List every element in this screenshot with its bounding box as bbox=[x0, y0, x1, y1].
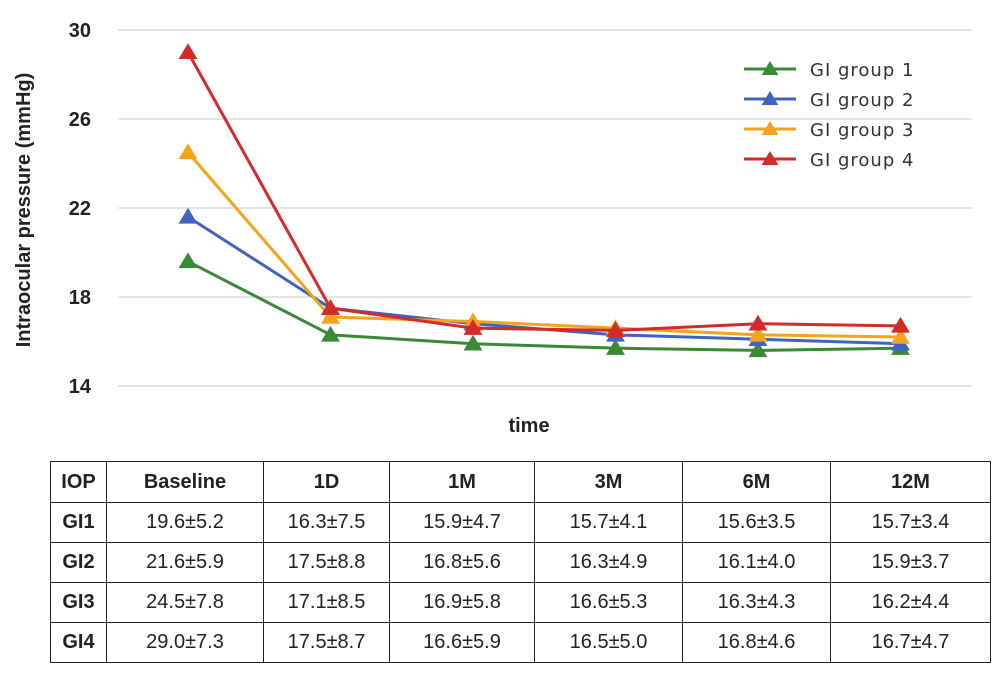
data-point-marker bbox=[178, 43, 198, 59]
data-point-marker bbox=[321, 299, 340, 315]
table-cell: 16.7±4.7 bbox=[830, 622, 991, 663]
header-cell: IOP bbox=[50, 461, 107, 503]
legend-item: GI group 1 bbox=[744, 60, 914, 81]
y-axis-ticks: 14 18 22 26 30 bbox=[69, 20, 92, 398]
line-chart: 14 18 22 26 30 Intraocular pressure (mmHg) t… bbox=[13, 20, 972, 437]
series-line bbox=[186, 151, 901, 339]
legend-item: GI group 2 bbox=[744, 90, 914, 111]
series-line bbox=[186, 51, 901, 332]
table-cell: 15.6±3.5 bbox=[682, 502, 831, 543]
table-cell: 16.6±5.9 bbox=[389, 622, 535, 663]
table-cell: 15.9±4.7 bbox=[389, 502, 535, 543]
x-axis-title: time bbox=[508, 415, 549, 437]
legend-marker bbox=[761, 91, 779, 105]
table-cell: 16.3±4.9 bbox=[534, 542, 683, 583]
y-tick-label: 26 bbox=[69, 109, 91, 131]
legend-marker bbox=[761, 61, 779, 75]
table-cell: 19.6±5.2 bbox=[106, 502, 264, 543]
data-point-marker bbox=[606, 339, 625, 355]
legend-label: GI group 3 bbox=[810, 120, 914, 141]
table-cell: 21.6±5.9 bbox=[106, 542, 264, 583]
table-cell: 16.3±7.5 bbox=[263, 502, 390, 543]
header-cell: 12M bbox=[830, 461, 991, 503]
data-point-marker bbox=[748, 341, 768, 358]
data-point-marker bbox=[321, 308, 340, 324]
table-row: GI3 24.5±7.8 17.1±8.5 16.9±5.8 16.6±5.3 … bbox=[50, 582, 991, 623]
table-cell: 16.6±5.3 bbox=[534, 582, 683, 623]
data-point-marker bbox=[178, 143, 198, 160]
legend-marker bbox=[761, 151, 779, 165]
legend: GI group 1 GI group 2 GI group 3 GI group 4 bbox=[744, 60, 914, 171]
data-point-marker bbox=[321, 325, 340, 342]
row-label: GI3 bbox=[50, 582, 107, 623]
table-cell: 15.9±3.7 bbox=[830, 542, 991, 583]
legend-item: GI group 4 bbox=[744, 150, 914, 171]
table-cell: 17.5±8.8 bbox=[263, 542, 390, 583]
table-cell: 15.7±4.1 bbox=[534, 502, 683, 543]
series-lines bbox=[178, 43, 910, 358]
header-cell: 3M bbox=[534, 461, 683, 503]
iop-data-table: IOP Baseline 1D 1M 3M 6M 12M GI1 19.6±5.… bbox=[50, 461, 991, 663]
series-line bbox=[187, 260, 901, 352]
data-point-marker bbox=[891, 328, 910, 344]
table-cell: 17.1±8.5 bbox=[263, 582, 390, 623]
legend-marker bbox=[761, 121, 779, 135]
header-cell: Baseline bbox=[106, 461, 264, 503]
table-cell: 16.8±5.6 bbox=[389, 542, 535, 583]
table-row: GI4 29.0±7.3 17.5±8.7 16.6±5.9 16.5±5.0 … bbox=[50, 622, 991, 663]
table-cell: 17.5±8.7 bbox=[263, 622, 390, 663]
row-label: GI4 bbox=[50, 622, 107, 663]
series-group bbox=[178, 43, 910, 338]
header-cell: 6M bbox=[682, 461, 831, 503]
table-row: GI1 19.6±5.2 16.3±7.5 15.9±4.7 15.7±4.1 … bbox=[50, 502, 991, 543]
table-cell: 16.9±5.8 bbox=[389, 582, 535, 623]
table-cell: 16.8±4.6 bbox=[682, 622, 831, 663]
legend-label: GI group 2 bbox=[810, 90, 914, 111]
data-point-marker bbox=[891, 316, 910, 333]
data-point-marker bbox=[463, 319, 483, 335]
legend-label: GI group 1 bbox=[810, 60, 914, 81]
y-tick-label: 22 bbox=[69, 198, 91, 220]
table-cell: 16.3±4.3 bbox=[682, 582, 831, 623]
legend-label: GI group 4 bbox=[810, 150, 914, 171]
table-cell: 16.1±4.0 bbox=[682, 542, 831, 583]
header-cell: 1M bbox=[389, 461, 535, 503]
table-cell: 16.5±5.0 bbox=[534, 622, 683, 663]
data-point-marker bbox=[606, 321, 625, 338]
row-label: GI2 bbox=[50, 542, 107, 583]
table-header-row: IOP Baseline 1D 1M 3M 6M 12M bbox=[50, 461, 991, 503]
y-tick-label: 14 bbox=[69, 376, 92, 398]
table-cell: 16.2±4.4 bbox=[830, 582, 991, 623]
gridlines bbox=[118, 29, 972, 387]
row-label: GI1 bbox=[50, 502, 107, 543]
table-row: GI2 21.6±5.9 17.5±8.8 16.8±5.6 16.3±4.9 … bbox=[50, 542, 991, 583]
header-cell: 1D bbox=[263, 461, 390, 503]
table-cell: 15.7±3.4 bbox=[830, 502, 991, 543]
data-point-marker bbox=[463, 334, 483, 351]
y-tick-label: 18 bbox=[69, 287, 91, 309]
data-point-marker bbox=[178, 207, 198, 224]
y-tick-label: 30 bbox=[69, 20, 91, 42]
data-point-marker bbox=[748, 314, 768, 331]
y-axis-title: Intraocular pressure (mmHg) bbox=[13, 73, 35, 348]
table-cell: 24.5±7.8 bbox=[106, 582, 264, 623]
table-cell: 29.0±7.3 bbox=[106, 622, 264, 663]
legend-item: GI group 3 bbox=[744, 120, 914, 141]
data-point-marker bbox=[748, 325, 768, 342]
data-point-marker bbox=[178, 252, 198, 269]
